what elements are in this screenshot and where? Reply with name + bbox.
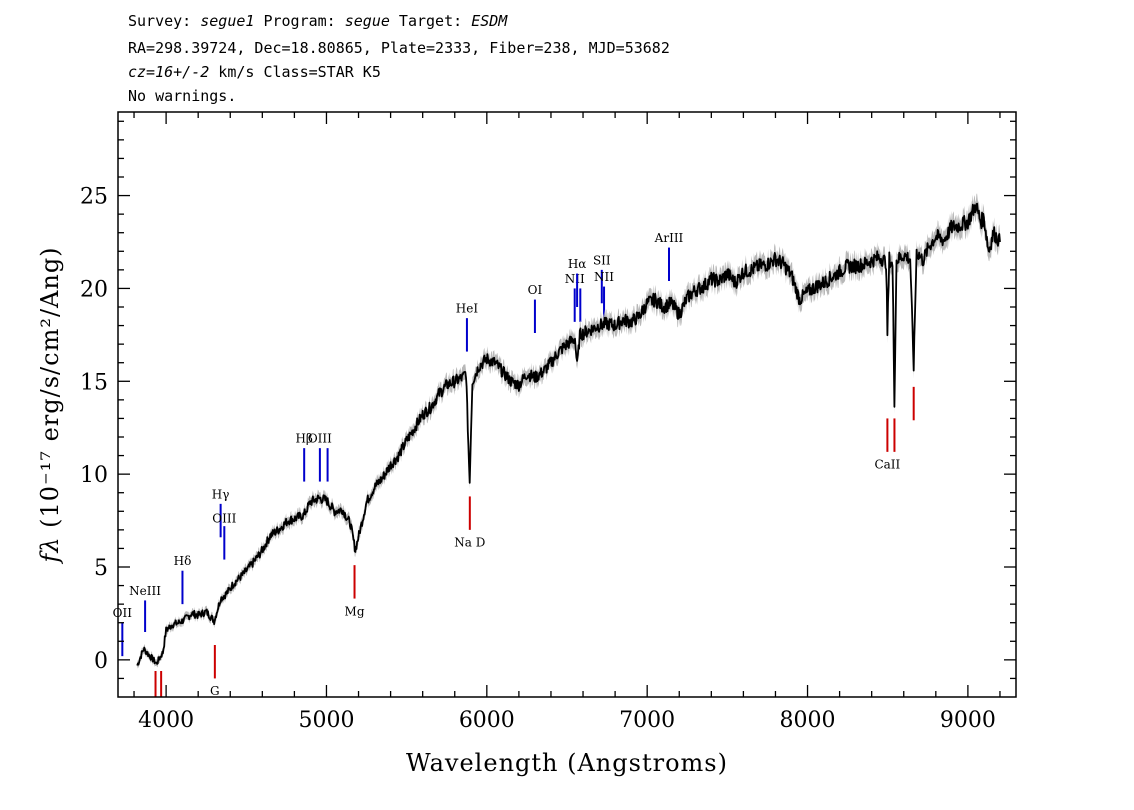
target-value: ESDM xyxy=(471,12,508,30)
tick-labels: 4000 5000 6000 7000 8000 9000 0 5 10 15 20 25 xyxy=(80,185,996,733)
emission-line-label-9: OI xyxy=(528,283,543,297)
header-line-2: RA=298.39724, Dec=18.80865, Plate=2333, … xyxy=(128,39,670,57)
absorption-line-label-3: Mg xyxy=(345,604,365,618)
header-line-1: Survey: segue1 Program: segue Target: ES… xyxy=(128,12,507,30)
y-tick-label: 0 xyxy=(94,649,108,674)
x-tick-label: 9000 xyxy=(940,708,996,733)
y-tick-label: 25 xyxy=(80,185,108,210)
y-axis-label: fλ (10⁻¹⁷ erg/s/cm²/Ang) xyxy=(36,246,64,564)
flux-line xyxy=(136,202,1001,666)
emission-line-label-8: HeI xyxy=(456,302,479,316)
emission-line-label-13: SII xyxy=(593,253,611,267)
emission-line-label-10: NII xyxy=(565,272,585,286)
x-axis-label: Wavelength (Angstroms) xyxy=(406,749,728,777)
emission-line-label-5: Hβ xyxy=(295,432,312,446)
absorption-line-label-4: Na D xyxy=(454,536,485,550)
axis-ticks xyxy=(118,112,1016,697)
emission-line-label-15: ArIII xyxy=(654,231,684,245)
header-line-4: No warnings. xyxy=(128,87,237,105)
x-tick-label: 5000 xyxy=(298,708,354,733)
y-tick-label: 20 xyxy=(80,277,108,302)
emission-line-label-11: Hα xyxy=(568,257,587,271)
emission-line-label-1: NeIII xyxy=(129,584,161,598)
program-label: Program: xyxy=(254,12,345,30)
spectrum-series xyxy=(136,202,1001,666)
class-info: km/s Class=STAR K5 xyxy=(209,63,381,81)
y-tick-label: 15 xyxy=(80,370,108,395)
emission-line-label-2: Hδ xyxy=(174,554,192,568)
survey-label: Survey: xyxy=(128,12,201,30)
absorption-line-label-2: G xyxy=(210,684,220,698)
header-line-3: cz=16+/-2 km/s Class=STAR K5 xyxy=(128,63,381,81)
program-value: segue xyxy=(344,12,390,30)
x-tick-label: 6000 xyxy=(459,708,515,733)
survey-value: segue1 xyxy=(200,12,255,30)
y-tick-label: 10 xyxy=(80,463,108,488)
plot-frame xyxy=(117,111,1017,698)
x-tick-label: 8000 xyxy=(780,708,836,733)
emission-line-label-0: OII xyxy=(113,606,133,620)
emission-line-label-6: OIII xyxy=(308,432,332,446)
emission-line-label-14: NII xyxy=(594,270,614,284)
emission-line-label-3: Hγ xyxy=(212,487,230,501)
x-tick-label: 4000 xyxy=(138,708,194,733)
target-label: Target: xyxy=(389,12,472,30)
emission-line-label-4: OIII xyxy=(212,511,236,525)
x-tick-label: 7000 xyxy=(619,708,675,733)
absorption-line-label-5: CaII xyxy=(874,458,900,472)
y-tick-label: 5 xyxy=(94,556,108,581)
redshift-value: cz=16+/-2 xyxy=(128,63,210,81)
